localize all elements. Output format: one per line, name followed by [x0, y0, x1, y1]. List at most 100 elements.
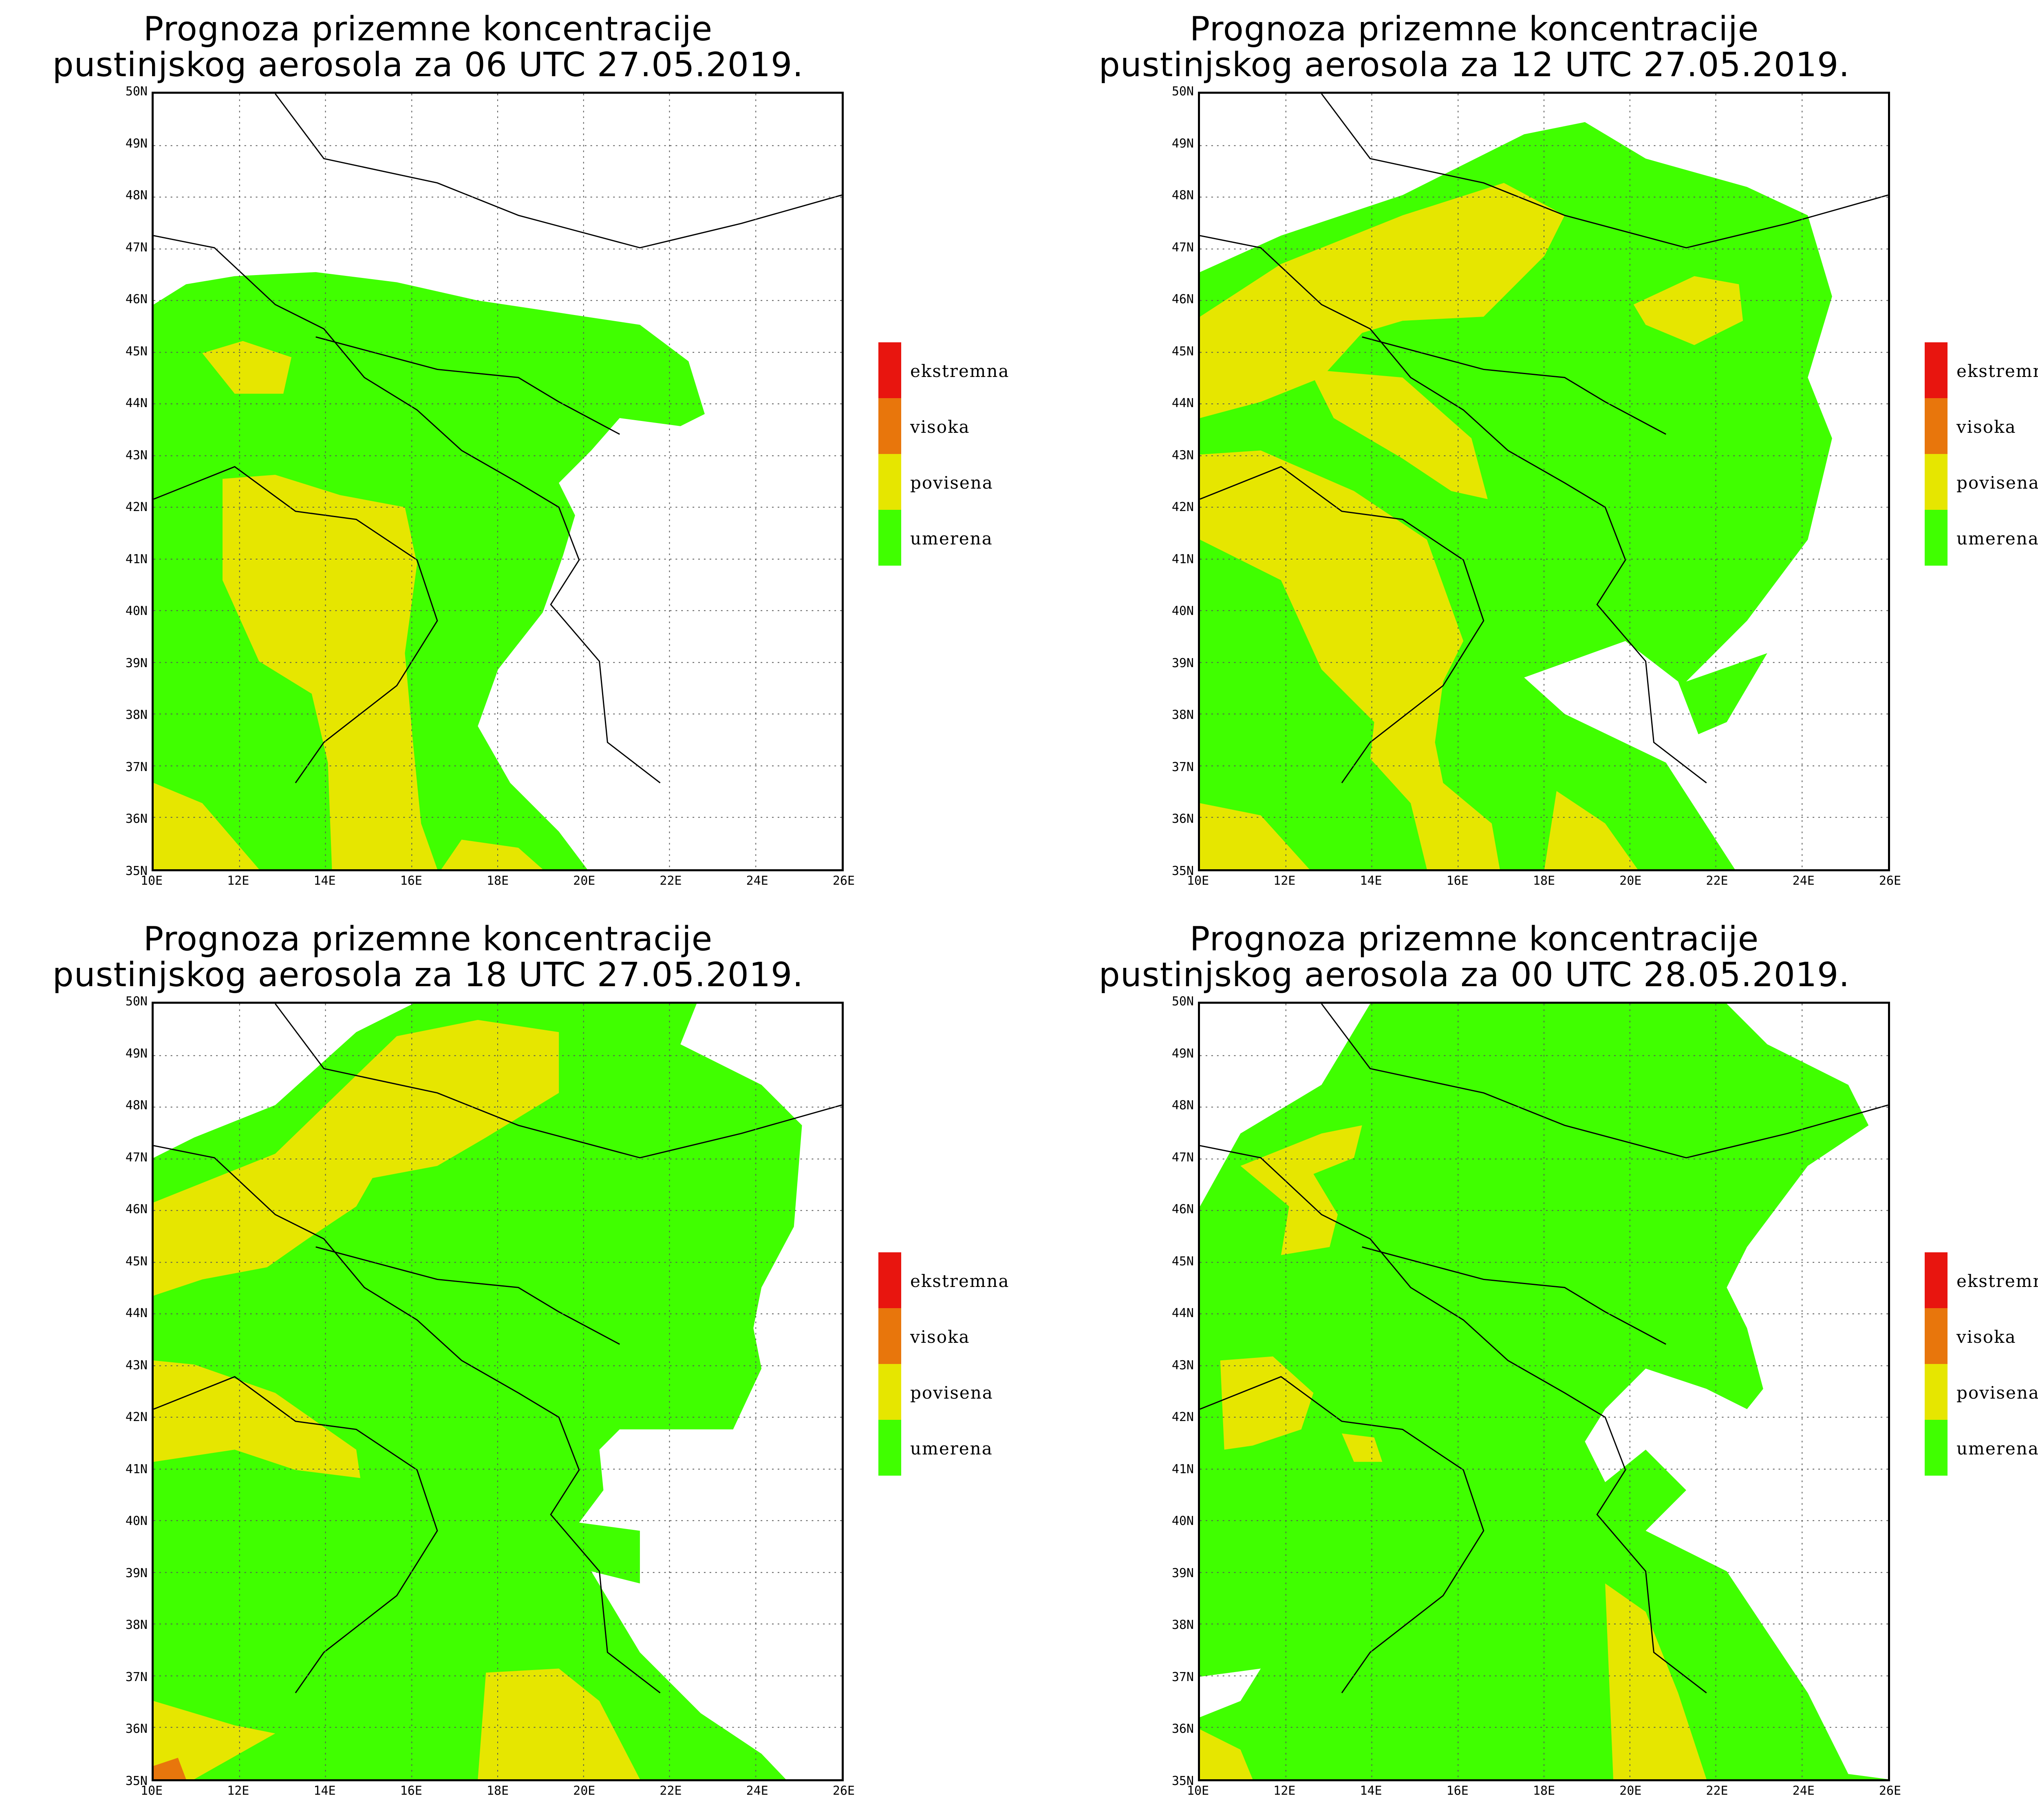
legend-label: visoka: [910, 1327, 970, 1347]
latitude-tick-label: 48N: [125, 1098, 148, 1113]
panel-title-line1: Prognoza prizemne koncentracije: [143, 10, 713, 48]
latitude-tick-label: 39N: [1171, 1566, 1194, 1580]
latitude-tick-label: 39N: [125, 1566, 148, 1580]
panel-title-line1: Prognoza prizemne koncentracije: [143, 920, 713, 958]
longitude-tick-label: 14E: [1360, 1784, 1382, 1798]
latitude-tick-label: 40N: [125, 604, 148, 619]
povisena-zone-s: [1544, 791, 1638, 869]
latitude-tick-label: 43N: [1171, 448, 1194, 463]
legend-item-visoka: visoka: [878, 398, 1050, 454]
legend-item-visoka: visoka: [1925, 1308, 2038, 1364]
latitude-tick-label: 40N: [125, 1514, 148, 1529]
longitude-tick-label: 20E: [573, 874, 596, 888]
latitude-tick-label: 35N: [125, 1774, 148, 1788]
latitude-tick-label: 41N: [1171, 1462, 1194, 1476]
longitude-tick-label: 24E: [1792, 874, 1815, 888]
latitude-tick-label: 45N: [1171, 1254, 1194, 1269]
longitude-tick-label: 20E: [1619, 874, 1642, 888]
legend-label: ekstremna: [910, 361, 1010, 381]
povisena-zone-sw: [154, 783, 259, 869]
legend-swatch: [878, 398, 901, 454]
longitude-tick-label: 16E: [1446, 874, 1469, 888]
legend-label: visoka: [910, 417, 970, 437]
white-gap: [1200, 1668, 1261, 1717]
legend-swatch: [1925, 1308, 1948, 1364]
latitude-tick-label: 50N: [1171, 84, 1194, 99]
povisena-zone-s: [441, 839, 543, 869]
aerosol-concentration-map: [1200, 94, 1888, 869]
legend-swatch: [1925, 1364, 1948, 1420]
longitude-tick-label: 26E: [832, 1784, 855, 1798]
latitude-tick-label: 36N: [125, 812, 148, 826]
longitude-tick-label: 18E: [486, 1784, 509, 1798]
latitude-tick-label: 37N: [1171, 1670, 1194, 1684]
longitude-tick-label: 24E: [746, 1784, 768, 1798]
latitude-tick-label: 36N: [1171, 1722, 1194, 1736]
latitude-tick-label: 44N: [125, 396, 148, 411]
latitude-tick-label: 39N: [1171, 656, 1194, 670]
latitude-tick-label: 41N: [1171, 552, 1194, 566]
longitude-tick-label: 26E: [1879, 1784, 1901, 1798]
legend-item-umerena: umerena: [1925, 510, 2038, 566]
longitude-tick-label: 10E: [140, 1784, 163, 1798]
legend-item-ekstremna: ekstremna: [1925, 1252, 2038, 1308]
latitude-tick-label: 44N: [1171, 396, 1194, 411]
umerena-zone: [154, 272, 705, 869]
povisena-zone-s: [1605, 1583, 1707, 1779]
legend-label: ekstremna: [910, 1271, 1010, 1291]
forecast-panel-18utc: Prognoza prizemne koncentracije pustinjs…: [0, 910, 1046, 1820]
povisena-zone-s: [478, 1668, 640, 1779]
latitude-tick-label: 35N: [1171, 864, 1194, 878]
longitude-tick-label: 10E: [1187, 874, 1209, 888]
legend-label: umerena: [910, 529, 993, 549]
longitude-tick-label: 22E: [659, 1784, 682, 1798]
legend-item-ekstremna: ekstremna: [878, 342, 1050, 398]
longitude-tick-label: 20E: [1619, 1784, 1642, 1798]
latitude-tick-label: 49N: [125, 1046, 148, 1061]
latitude-tick-label: 45N: [125, 344, 148, 359]
forecast-map: [1198, 92, 1890, 871]
grid-lines: [1200, 1004, 1888, 1779]
forecast-map: [1198, 1002, 1890, 1781]
latitude-tick-label: 42N: [125, 1410, 148, 1425]
legend-item-umerena: umerena: [878, 1420, 1050, 1476]
legend-swatch: [1925, 1252, 1948, 1308]
latitude-tick-label: 49N: [1171, 1046, 1194, 1061]
legend-label: ekstremna: [1956, 1271, 2038, 1291]
longitude-tick-label: 22E: [659, 874, 682, 888]
povisena-zone-sw: [154, 1701, 276, 1779]
longitude-tick-label: 16E: [400, 1784, 422, 1798]
povisena-zone: [1240, 1125, 1362, 1255]
povisena-zone-coast: [1309, 369, 1488, 499]
latitude-tick-label: 36N: [1171, 812, 1194, 826]
longitude-tick-label: 22E: [1706, 874, 1728, 888]
povisena-zone-central: [1200, 450, 1500, 869]
latitude-tick-label: 46N: [125, 1202, 148, 1217]
povisena-zone: [222, 475, 437, 869]
latitude-tick-label: 50N: [125, 84, 148, 99]
latitude-tick-label: 39N: [125, 656, 148, 670]
legend-swatch: [1925, 510, 1948, 566]
legend-label: umerena: [1956, 529, 2038, 549]
legend-swatch: [1925, 398, 1948, 454]
legend-label: povisena: [910, 473, 993, 493]
longitude-tick-label: 24E: [746, 874, 768, 888]
latitude-tick-label: 43N: [1171, 1358, 1194, 1373]
povisena-zone: [154, 1020, 559, 1296]
legend-item-visoka: visoka: [1925, 398, 2038, 454]
legend-swatch: [1925, 1420, 1948, 1476]
panel-title-line2: pustinjskog aerosola za 18 UTC 27.05.201…: [52, 956, 804, 994]
longitude-tick-label: 12E: [227, 1784, 249, 1798]
grid-lines: [154, 1004, 842, 1779]
legend-item-umerena: umerena: [1925, 1420, 2038, 1476]
panel-title-line1: Prognoza prizemne koncentracije: [1189, 10, 1759, 48]
longitude-tick-label: 14E: [1360, 874, 1382, 888]
latitude-tick-label: 50N: [1171, 994, 1194, 1009]
povisena-zone-n: [202, 341, 291, 394]
legend-label: umerena: [910, 1439, 993, 1459]
povisena-zone-west: [1220, 1356, 1314, 1450]
longitude-tick-label: 26E: [1879, 874, 1901, 888]
forecast-map: [152, 92, 844, 871]
longitude-tick-label: 12E: [1273, 874, 1296, 888]
latitude-tick-label: 47N: [1171, 1150, 1194, 1165]
